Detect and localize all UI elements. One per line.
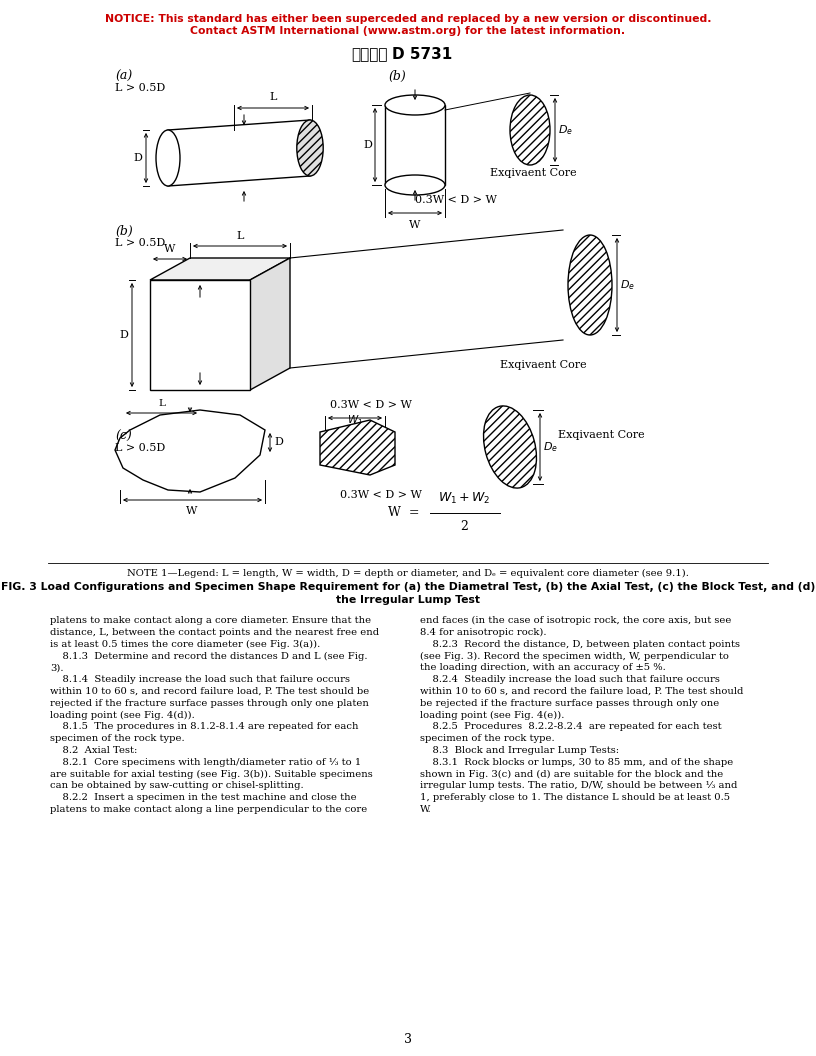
Text: W: W [164, 244, 175, 254]
Text: 2: 2 [460, 520, 468, 533]
Text: $D_e$: $D_e$ [620, 278, 635, 291]
Text: L: L [158, 399, 165, 408]
Text: be rejected if the fracture surface passes through only one: be rejected if the fracture surface pass… [420, 699, 719, 708]
Text: 8.2.5  Procedures  8.2.2-8.2.4  are repeated for each test: 8.2.5 Procedures 8.2.2-8.2.4 are repeate… [420, 722, 721, 731]
Bar [385, 105, 445, 185]
Text: 8.2  Axial Test:: 8.2 Axial Test: [50, 746, 137, 755]
Text: W.: W. [420, 805, 432, 814]
Text: W  =: W = [388, 507, 419, 520]
Text: Exqivaent Core: Exqivaent Core [490, 168, 577, 178]
Text: D: D [363, 140, 372, 150]
Text: 8.2.2  Insert a specimen in the test machine and close the: 8.2.2 Insert a specimen in the test mach… [50, 793, 357, 802]
Ellipse shape [484, 406, 536, 488]
Text: L: L [269, 92, 277, 102]
Text: NOTE 1—Legend: L = length, W = width, D = depth or diameter, and Dₑ = equivalent: NOTE 1—Legend: L = length, W = width, D … [127, 569, 689, 578]
Text: (b): (b) [115, 225, 133, 238]
Text: 8.2.1  Core specimens with length/diameter ratio of ⅓ to 1: 8.2.1 Core specimens with length/diamete… [50, 757, 361, 767]
Text: D 5731: D 5731 [392, 48, 452, 62]
Text: 0.3W < D > W: 0.3W < D > W [330, 400, 412, 410]
Text: 0.3W < D > W: 0.3W < D > W [415, 195, 497, 205]
Text: 8.4 for anisotropic rock).: 8.4 for anisotropic rock). [420, 628, 547, 637]
Text: W: W [186, 506, 197, 516]
Text: L > 0.5D: L > 0.5D [115, 444, 166, 453]
Text: 8.1.3  Determine and record the distances D and L (see Fig.: 8.1.3 Determine and record the distances… [50, 652, 367, 660]
Text: can be obtained by saw-cutting or chisel-splitting.: can be obtained by saw-cutting or chisel… [50, 781, 304, 790]
Text: $D_e$: $D_e$ [558, 124, 573, 137]
Text: FIG. 3 Load Configurations and Specimen Shape Requirement for (a) the Diametral : FIG. 3 Load Configurations and Specimen … [1, 582, 815, 592]
Text: (c): (c) [115, 430, 131, 444]
Text: within 10 to 60 s, and record failure load, P. The test should be: within 10 to 60 s, and record failure lo… [50, 686, 370, 696]
Text: within 10 to 60 s, and record the failure load, P. The test should: within 10 to 60 s, and record the failur… [420, 686, 743, 696]
Text: Exqivaent Core: Exqivaent Core [558, 430, 645, 440]
Polygon shape [320, 420, 395, 475]
Text: $W_1 + W_2$: $W_1 + W_2$ [437, 491, 490, 506]
Text: is at least 0.5 times the core diameter (see Fig. 3(a)).: is at least 0.5 times the core diameter … [50, 640, 320, 648]
Text: the loading direction, with an accuracy of ±5 %.: the loading direction, with an accuracy … [420, 663, 666, 673]
Text: the Irregular Lump Test: the Irregular Lump Test [336, 595, 480, 605]
Text: 1, preferably close to 1. The distance L should be at least 0.5: 1, preferably close to 1. The distance L… [420, 793, 730, 802]
Polygon shape [250, 258, 290, 390]
Polygon shape [150, 258, 290, 280]
Text: platens to make contact along a line perpendicular to the core: platens to make contact along a line per… [50, 805, 367, 814]
Text: Contact ASTM International (www.astm.org) for the latest information.: Contact ASTM International (www.astm.org… [190, 26, 626, 36]
Text: L: L [237, 231, 244, 241]
Text: Exqivaent Core: Exqivaent Core [500, 360, 587, 370]
Text: W: W [410, 220, 421, 230]
Ellipse shape [385, 95, 445, 115]
Ellipse shape [385, 175, 445, 195]
Ellipse shape [568, 235, 612, 335]
Text: D: D [119, 329, 128, 340]
Ellipse shape [156, 130, 180, 186]
Text: (see Fig. 3). Record the specimen width, W, perpendicular to: (see Fig. 3). Record the specimen width,… [420, 652, 729, 660]
Polygon shape [150, 280, 250, 390]
Text: specimen of the rock type.: specimen of the rock type. [50, 734, 184, 743]
Text: 3).: 3). [50, 663, 64, 673]
Ellipse shape [510, 95, 550, 165]
Text: D: D [274, 437, 283, 447]
Text: distance, L, between the contact points and the nearest free end: distance, L, between the contact points … [50, 628, 379, 637]
Text: L > 0.5D: L > 0.5D [115, 83, 166, 93]
Ellipse shape [297, 120, 323, 176]
Text: 8.3.1  Rock blocks or lumps, 30 to 85 mm, and of the shape: 8.3.1 Rock blocks or lumps, 30 to 85 mm,… [420, 757, 734, 767]
Text: rejected if the fracture surface passes through only one platen: rejected if the fracture surface passes … [50, 699, 369, 708]
Text: 8.1.4  Steadily increase the load such that failure occurs: 8.1.4 Steadily increase the load such th… [50, 675, 350, 684]
Text: loading point (see Fig. 4(e)).: loading point (see Fig. 4(e)). [420, 711, 565, 719]
Polygon shape [115, 410, 265, 492]
Text: platens to make contact along a core diameter. Ensure that the: platens to make contact along a core dia… [50, 616, 371, 625]
Text: irregular lump tests. The ratio, D/W, should be between ⅓ and: irregular lump tests. The ratio, D/W, sh… [420, 781, 738, 790]
Text: ⒶⓈⓉⓂ: ⒶⓈⓉⓂ [352, 48, 388, 62]
Text: $D_e$: $D_e$ [543, 440, 558, 454]
Text: (a): (a) [115, 70, 132, 83]
Text: 0.3W < D > W: 0.3W < D > W [340, 490, 422, 499]
Text: 8.1.5  The procedures in 8.1.2-8.1.4 are repeated for each: 8.1.5 The procedures in 8.1.2-8.1.4 are … [50, 722, 358, 731]
Text: shown in Fig. 3(c) and (d) are suitable for the block and the: shown in Fig. 3(c) and (d) are suitable … [420, 770, 723, 778]
Text: 8.2.3  Record the distance, D, between platen contact points: 8.2.3 Record the distance, D, between pl… [420, 640, 740, 648]
Text: are suitable for axial testing (see Fig. 3(b)). Suitable specimens: are suitable for axial testing (see Fig.… [50, 770, 373, 778]
Text: D: D [133, 153, 142, 163]
Text: loading point (see Fig. 4(d)).: loading point (see Fig. 4(d)). [50, 711, 195, 719]
Text: specimen of the rock type.: specimen of the rock type. [420, 734, 555, 743]
Text: $W_1$: $W_1$ [347, 413, 363, 427]
Text: 3: 3 [404, 1033, 412, 1046]
Text: 8.2.4  Steadily increase the load such that failure occurs: 8.2.4 Steadily increase the load such th… [420, 675, 720, 684]
Text: end faces (in the case of isotropic rock, the core axis, but see: end faces (in the case of isotropic rock… [420, 616, 731, 625]
Text: NOTICE: This standard has either been superceded and replaced by a new version o: NOTICE: This standard has either been su… [104, 14, 712, 24]
Text: 8.3  Block and Irregular Lump Tests:: 8.3 Block and Irregular Lump Tests: [420, 746, 619, 755]
Text: (b): (b) [388, 70, 406, 83]
Text: L > 0.5D: L > 0.5D [115, 238, 166, 248]
